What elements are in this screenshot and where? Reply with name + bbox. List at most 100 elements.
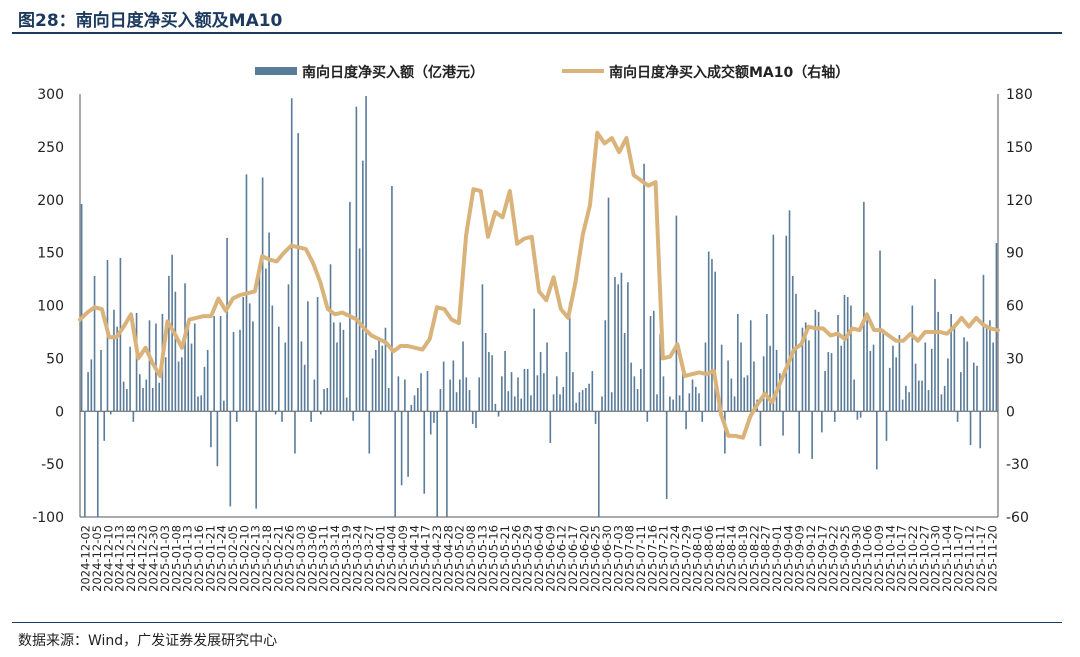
bar	[471, 411, 474, 424]
bar	[985, 327, 988, 412]
bar	[727, 360, 729, 412]
bar	[863, 201, 865, 412]
bar	[323, 389, 325, 412]
bar	[475, 411, 477, 429]
bar	[394, 411, 396, 517]
bar	[116, 326, 118, 412]
left-tick-label: -50	[41, 457, 64, 473]
bar	[226, 237, 228, 412]
bar	[138, 374, 141, 412]
x-tick-label: 2025-05-16	[487, 525, 501, 592]
source-note: 数据来源：Wind，广发证券发展研究中心	[18, 633, 278, 649]
bar	[720, 344, 723, 412]
x-tick-label: 2025-02-13	[249, 525, 263, 592]
bar	[992, 342, 994, 412]
bar	[966, 341, 969, 412]
x-tick-label: 2024-12-23	[135, 525, 149, 592]
bar	[378, 337, 380, 412]
bar	[597, 411, 600, 517]
x-tick-label: 2025-03-11	[317, 525, 331, 592]
x-tick-label: 2025-01-21	[203, 525, 217, 592]
x-tick-label: 2025-06-12	[555, 525, 569, 592]
bar	[905, 385, 907, 412]
bar	[371, 358, 374, 412]
x-tick-label: 2025-07-11	[634, 525, 648, 592]
left-tick-label: -100	[32, 510, 64, 526]
bar	[332, 322, 335, 412]
bar	[617, 284, 620, 412]
x-tick-label: 2025-03-24	[351, 525, 365, 592]
bar	[969, 411, 972, 446]
bar	[265, 268, 267, 412]
bar	[882, 331, 885, 412]
bar	[620, 272, 623, 412]
bar	[320, 411, 322, 415]
bar	[510, 372, 513, 412]
bar	[636, 389, 639, 412]
bar	[811, 411, 813, 459]
bar	[232, 331, 235, 412]
x-tick-label: 2025-09-04	[781, 525, 795, 592]
bar	[956, 411, 959, 422]
bar	[187, 324, 190, 412]
bar	[303, 364, 306, 412]
x-tick-label: 2025-10-27	[917, 525, 931, 592]
bar	[730, 378, 733, 412]
right-tick-label: 120	[1006, 193, 1033, 209]
bar	[87, 372, 89, 412]
bar	[630, 362, 632, 412]
bar	[856, 411, 859, 420]
bar	[885, 411, 888, 441]
x-tick-label: 2024-12-18	[124, 525, 138, 592]
bar	[646, 411, 649, 422]
bar	[433, 411, 435, 423]
bar	[808, 340, 810, 412]
x-tick-label: 2025-04-09	[396, 525, 410, 592]
bar	[193, 323, 196, 412]
bar	[594, 411, 597, 424]
bar	[206, 349, 209, 412]
x-tick-label: 2025-07-21	[657, 525, 671, 592]
chart: 南向日度净买入额（亿港元） 南向日度净买入成交额MA10（右轴） -100 -50…	[32, 64, 1033, 592]
x-tick-label: 2025-05-21	[498, 525, 512, 592]
bar	[465, 377, 468, 412]
bar	[704, 342, 707, 412]
bar	[947, 358, 949, 412]
x-tick-label: 2025-06-25	[589, 525, 603, 592]
bar	[80, 203, 83, 412]
bar	[575, 402, 577, 412]
bar	[436, 411, 438, 517]
bar	[523, 368, 526, 412]
bar	[817, 311, 820, 412]
right-tick-label: 90	[1006, 246, 1024, 262]
bar	[530, 395, 532, 412]
bar	[507, 391, 510, 412]
x-tick-label: 2025-04-01	[373, 525, 387, 592]
line-series	[78, 130, 1000, 440]
x-tick-label: 2025-07-03	[611, 525, 625, 592]
bar	[93, 275, 96, 412]
x-tick-label: 2025-04-23	[430, 525, 444, 592]
x-tick-label: 2024-12-02	[79, 525, 93, 592]
bar	[795, 293, 797, 412]
bar	[484, 333, 487, 412]
bar	[824, 371, 826, 412]
bar	[400, 411, 403, 486]
bar	[316, 297, 319, 412]
x-tick-label: 2025-03-14	[328, 525, 342, 592]
bar	[536, 375, 539, 412]
bar	[184, 283, 186, 412]
bar	[610, 392, 613, 412]
bar	[827, 352, 830, 412]
bar-series	[80, 96, 998, 517]
bar	[707, 251, 710, 412]
x-tick-label: 2025-06-17	[566, 525, 580, 592]
bar	[200, 395, 203, 412]
bar	[384, 327, 387, 412]
bar	[675, 215, 678, 412]
left-axis-ticks: -100 -50 0 50 100 150 200 250 300	[32, 87, 64, 526]
x-tick-label: 2025-03-06	[305, 525, 319, 592]
bar	[918, 380, 920, 412]
bar	[158, 382, 161, 412]
bar	[313, 379, 316, 412]
